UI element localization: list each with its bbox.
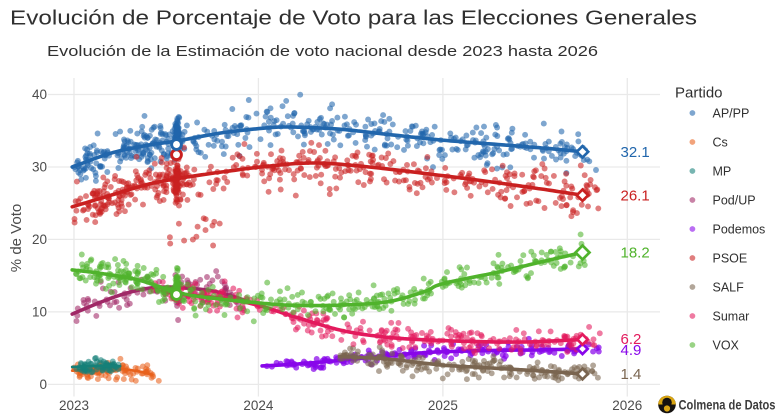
svg-text:Podemos: Podemos [713,222,766,236]
svg-text:Cs: Cs [713,135,728,149]
svg-text:AP/PP: AP/PP [713,106,750,120]
svg-text:10: 10 [32,305,47,320]
svg-text:20: 20 [32,232,47,247]
svg-text:2026: 2026 [612,398,642,413]
svg-text:6.2: 6.2 [621,331,642,348]
svg-text:% de Voto: % de Voto [8,204,25,272]
svg-text:0: 0 [39,377,47,392]
svg-text:VOX: VOX [713,338,740,352]
svg-text:Sumar: Sumar [713,309,750,323]
svg-text:26.1: 26.1 [621,187,650,204]
svg-text:2023: 2023 [59,398,89,413]
svg-text:2024: 2024 [243,398,274,413]
svg-text:40: 40 [32,87,47,102]
svg-text:MP: MP [713,164,732,178]
svg-text:Evolución de la Estimación de: Evolución de la Estimación de voto nacio… [47,43,598,60]
svg-text:4.9: 4.9 [621,342,642,359]
svg-text:2025: 2025 [428,398,458,413]
svg-text:18.2: 18.2 [621,245,650,262]
svg-text:PSOE: PSOE [713,251,748,265]
svg-text:Evolución de Porcentaje de Vot: Evolución de Porcentaje de Voto para las… [10,8,697,30]
svg-text:1.4: 1.4 [621,366,642,383]
svg-text:Partido: Partido [675,85,723,102]
svg-text:SALF: SALF [713,280,745,294]
svg-text:Colmena de Datos: Colmena de Datos [679,398,776,413]
svg-text:32.1: 32.1 [621,144,650,161]
svg-text:30: 30 [32,160,47,175]
svg-text:Pod/UP: Pod/UP [713,193,756,207]
